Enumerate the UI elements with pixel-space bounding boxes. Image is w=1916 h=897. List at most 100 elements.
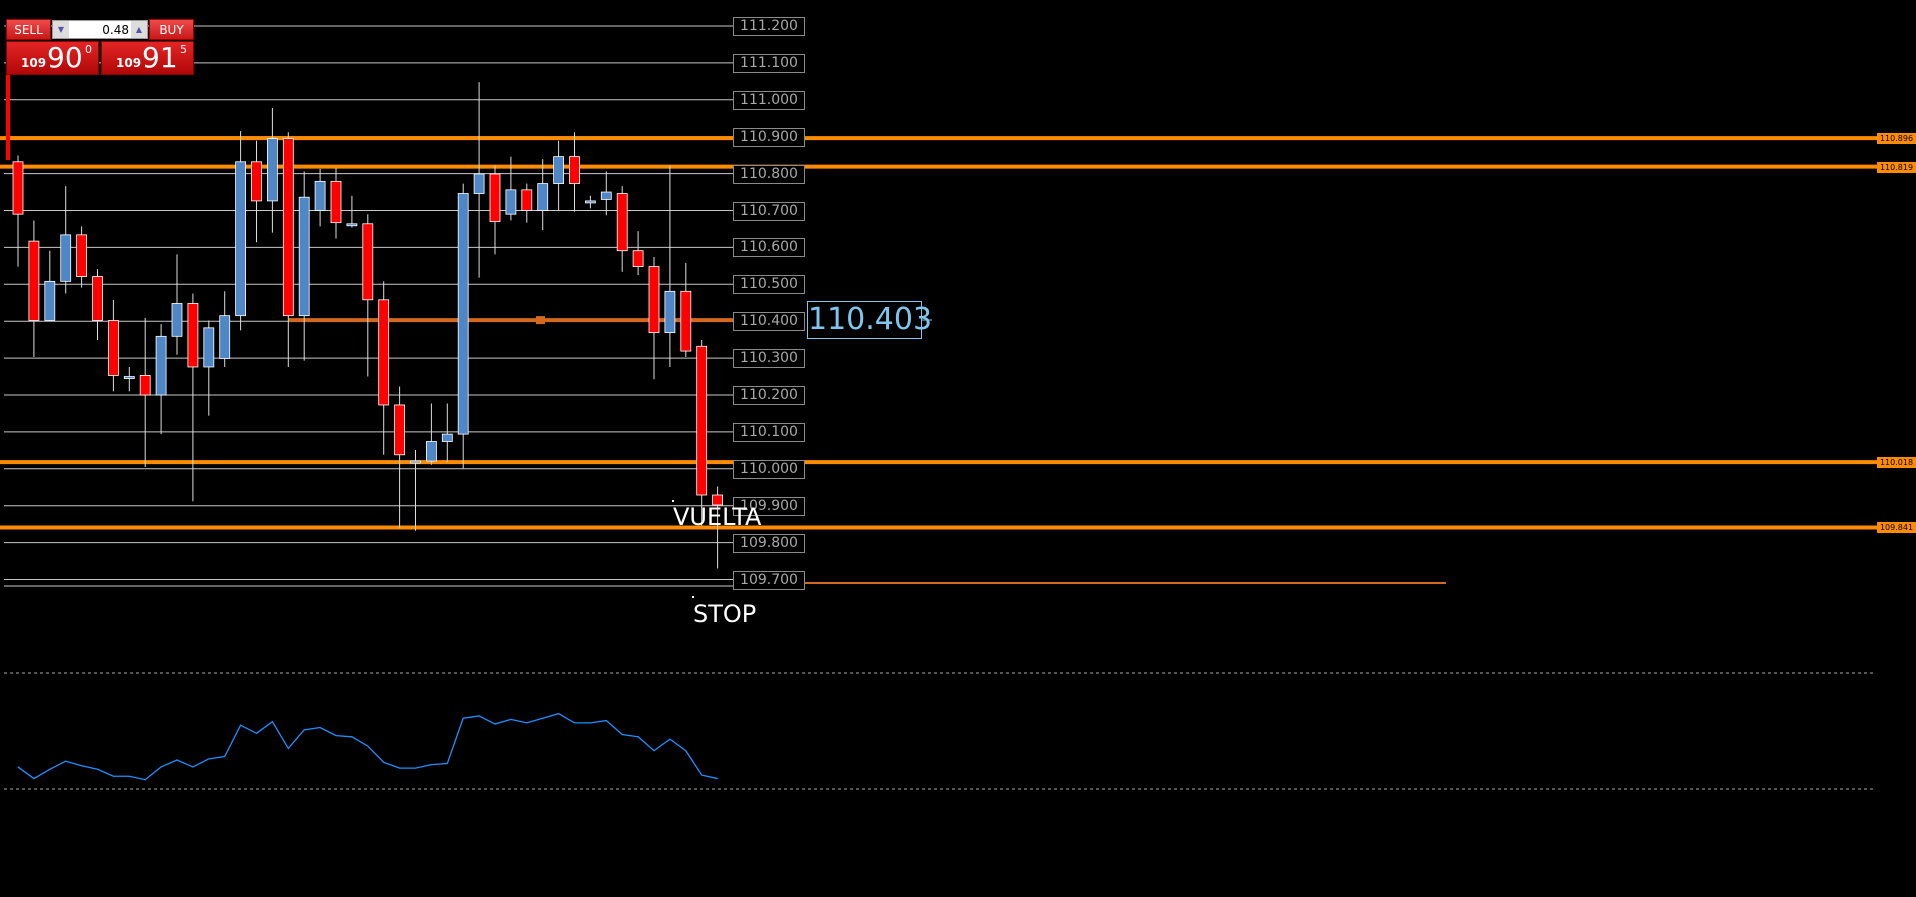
oscillator-point — [701, 774, 703, 776]
oscillator-point — [621, 733, 623, 735]
oscillator-point — [462, 717, 464, 719]
oscillator-point — [128, 775, 130, 777]
price-axis-label: 110.400 — [733, 312, 805, 332]
price-axis-label: 110.700 — [733, 201, 805, 221]
oscillator-point — [224, 756, 226, 758]
buy-price-button[interactable]: 109 91 5 — [101, 41, 194, 75]
bullish-candle — [171, 303, 183, 337]
oscillator-point — [558, 713, 560, 715]
bearish-candle — [378, 299, 390, 406]
oscillator-point — [637, 736, 639, 738]
buy-price-big: 91 — [142, 41, 178, 74]
sell-price-big: 90 — [47, 41, 83, 74]
oscillator-point — [399, 767, 401, 769]
price-axis-label: 110.800 — [733, 164, 805, 184]
oscillator-point — [81, 765, 83, 767]
oscillator-point — [653, 750, 655, 752]
sell-price-button[interactable]: 109 90 0 — [6, 41, 99, 75]
oscillator-point — [526, 722, 528, 724]
oscillator-point — [367, 745, 369, 747]
increase-lot-button[interactable]: ▲ — [131, 21, 147, 38]
oscillator-point — [510, 718, 512, 720]
bearish-candle — [76, 234, 87, 277]
oscillator-point — [685, 750, 687, 752]
bearish-candle — [330, 180, 342, 224]
bullish-candle — [346, 223, 358, 227]
lot-size-input[interactable] — [71, 21, 129, 38]
sell-button[interactable]: SELL — [6, 19, 51, 40]
oscillator-point — [478, 715, 480, 717]
oscillator-point — [717, 778, 719, 780]
bearish-candle — [680, 290, 692, 352]
buy-price-sup: 5 — [180, 43, 187, 56]
price-axis-label: 109.700 — [733, 570, 805, 590]
sell-price-sup: 0 — [85, 43, 92, 56]
red-marker-bar — [6, 73, 10, 160]
oscillator-point — [574, 722, 575, 724]
oscillator-point — [589, 722, 591, 724]
oscillator-point — [415, 767, 416, 769]
price-axis-label: 110.900 — [733, 127, 805, 147]
oscillator-point — [17, 766, 19, 768]
price-axis-label: 110.600 — [733, 238, 805, 258]
decrease-lot-button[interactable]: ▼ — [53, 21, 69, 38]
oscillator-point — [208, 758, 210, 760]
oscillator-point — [319, 727, 321, 729]
level-price-label[interactable]: 110.896 — [1877, 133, 1916, 145]
bearish-candle — [12, 161, 24, 215]
price-axis-label: 110.200 — [733, 386, 805, 405]
oscillator-point — [256, 732, 257, 734]
bearish-candle — [28, 240, 40, 321]
vuelta-annotation[interactable]: VUELTA — [673, 503, 762, 531]
oscillator-line — [17, 712, 718, 781]
bearish-candle — [648, 266, 660, 334]
bearish-candle — [251, 161, 262, 202]
bullish-candle — [553, 156, 564, 184]
bullish-candle — [410, 460, 421, 464]
level-price-label[interactable]: 110.819 — [1877, 161, 1916, 173]
price-axis-label: 111.200 — [733, 17, 805, 36]
bullish-candle — [457, 193, 469, 435]
bullish-candle — [60, 234, 72, 282]
oscillator-point — [112, 775, 114, 777]
bullish-candle — [585, 200, 596, 204]
buy-button[interactable]: BUY — [149, 19, 194, 40]
bullish-candle — [155, 335, 167, 396]
bullish-candle — [203, 327, 215, 368]
bearish-candle — [616, 193, 628, 252]
oscillator-point — [335, 735, 337, 737]
level-price-label[interactable]: 110.018 — [1877, 457, 1916, 469]
bullish-candle — [664, 290, 676, 334]
oscillator-point — [669, 738, 671, 740]
one-click-trading-panel: SELL ▼ ▲ BUY 109 90 0 109 91 5 — [6, 19, 194, 75]
annotation-anchor — [692, 596, 694, 598]
price-axis-label: 109.800 — [733, 533, 805, 553]
oscillator-point — [271, 721, 273, 723]
bullish-candle — [235, 161, 247, 317]
stop-annotation[interactable]: STOP — [693, 600, 757, 628]
bearish-candle — [108, 320, 119, 376]
level-price-label[interactable]: 109.841 — [1877, 522, 1916, 534]
bullish-candle — [298, 196, 310, 317]
buy-price-prefix: 109 — [116, 56, 142, 70]
price-axis-label: 111.000 — [733, 90, 805, 110]
price-axis-label: 110.100 — [733, 422, 805, 442]
bearish-candle — [712, 494, 723, 506]
sell-price-prefix: 109 — [21, 56, 47, 70]
bearish-candle — [187, 303, 199, 368]
oscillator-point — [287, 747, 289, 749]
oscillator-point — [65, 760, 67, 762]
oscillator-point — [383, 761, 385, 763]
bullish-candle — [425, 441, 437, 462]
oscillator-point — [494, 723, 496, 725]
bullish-candle — [123, 376, 135, 379]
lot-size-stepper[interactable]: ▼ ▲ — [52, 20, 148, 39]
bearish-candle — [489, 173, 501, 222]
price-axis-label: 110.000 — [733, 459, 805, 479]
price-axis-label: 109.900 — [733, 496, 805, 516]
bearish-candle — [632, 250, 644, 267]
bearish-candle — [569, 156, 580, 184]
annotation-anchor — [672, 500, 674, 502]
bearish-candle — [362, 223, 374, 301]
